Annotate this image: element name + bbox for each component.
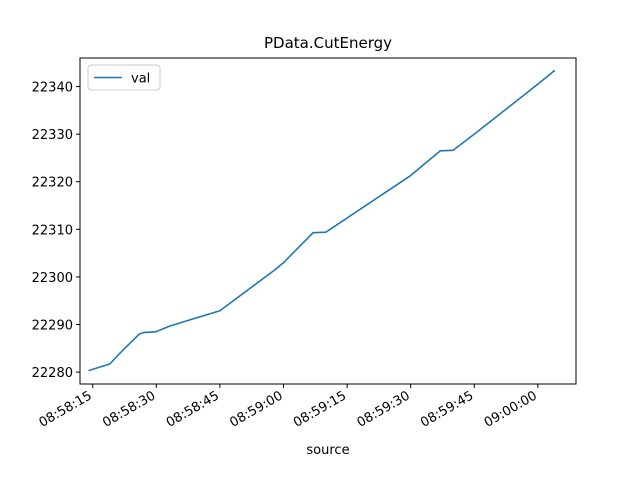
y-tick-label: 22310 (32, 223, 73, 238)
series-line-val (88, 69, 556, 372)
series-layer (88, 69, 556, 372)
x-axis-title: source (306, 443, 349, 458)
legend: val (87, 64, 161, 91)
y-tick-label: 22300 (32, 271, 73, 286)
chart-title: PData.CutEnergy (264, 34, 392, 52)
y-tick-label: 22340 (32, 81, 73, 96)
y-tick-label: 22290 (32, 319, 73, 334)
y-tick-label: 22280 (32, 366, 73, 381)
plot-area-frame (79, 57, 577, 385)
y-tick-label: 22330 (32, 128, 73, 143)
legend-label: val (131, 72, 150, 87)
legend-box (87, 64, 161, 91)
y-tick-label: 22320 (32, 176, 73, 191)
y-axis-ticks: 22280 22290 22300 22310 22320 22330 22340 (32, 81, 80, 381)
